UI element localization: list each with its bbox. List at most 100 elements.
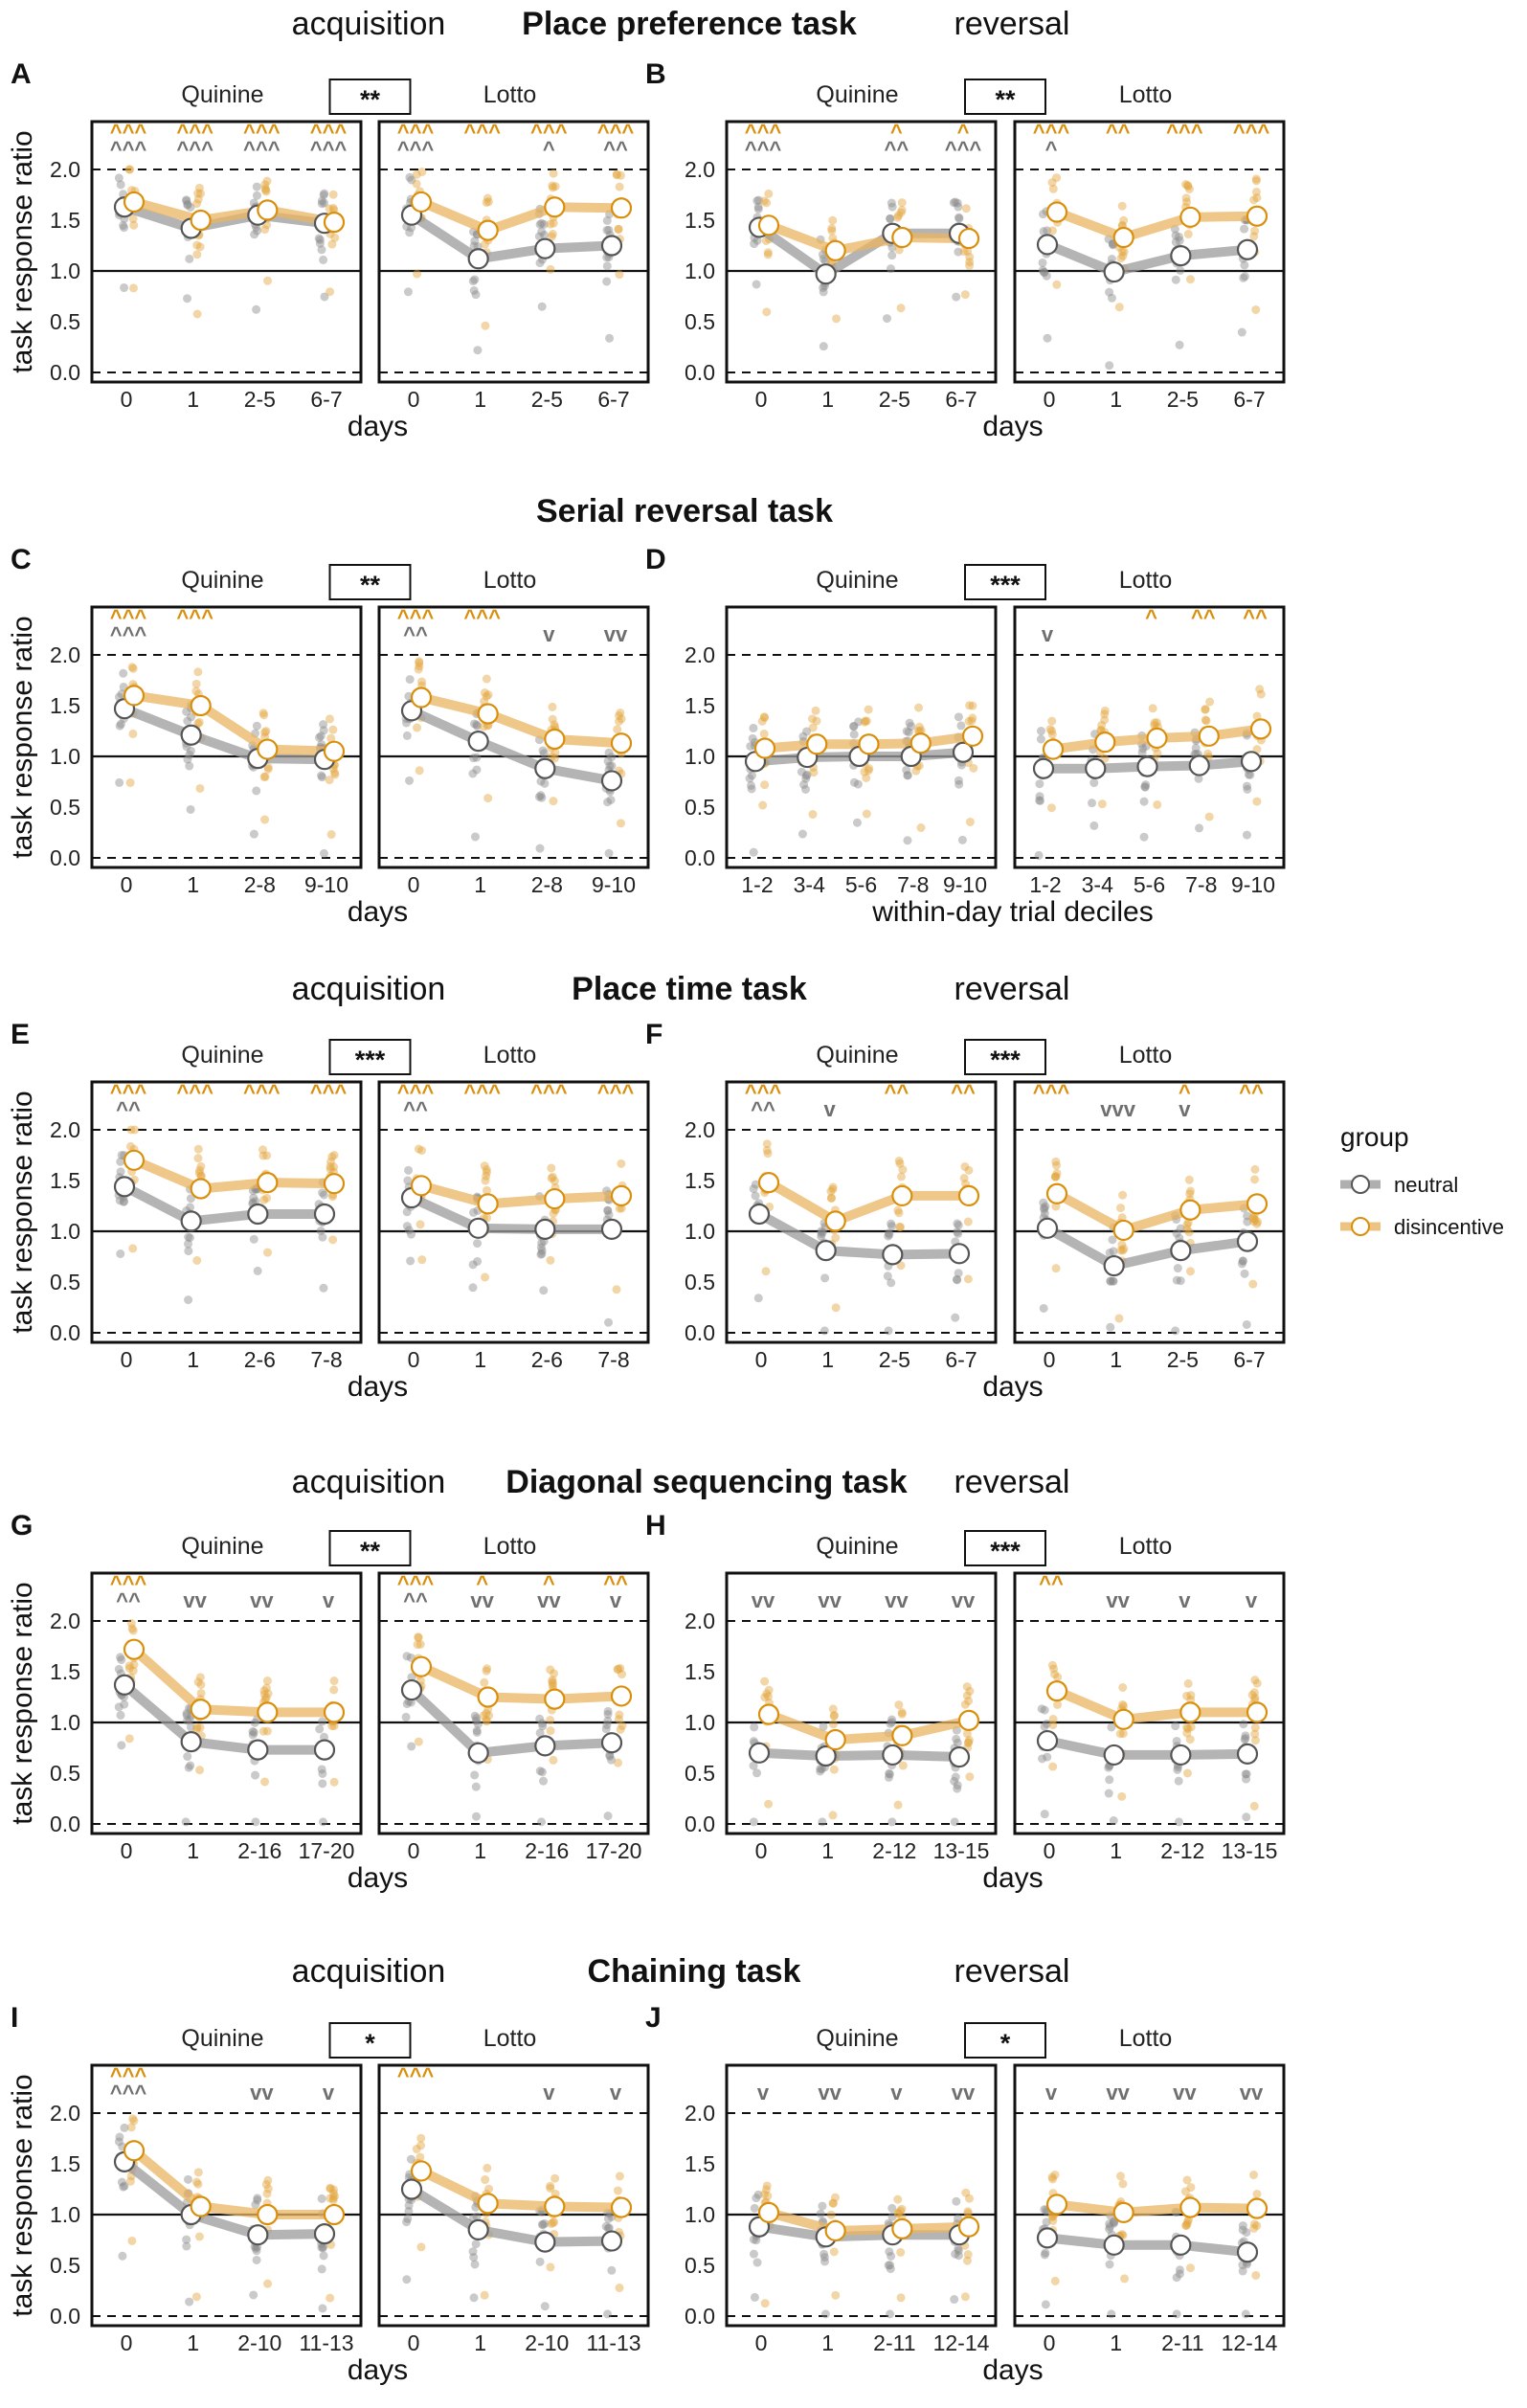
mean-point-neutral	[1032, 757, 1055, 779]
subject-point-neutral	[535, 1767, 545, 1776]
significance-marker-neutral: vv	[183, 1588, 207, 1612]
subject-point-disincentive	[414, 1737, 423, 1746]
mean-point-neutral	[952, 741, 975, 763]
subject-point-neutral	[750, 2292, 759, 2302]
significance-marker-disincentive: ^^^	[110, 605, 147, 629]
subject-point-disincentive	[965, 817, 975, 826]
phase-title: acquisition	[292, 1953, 446, 1990]
subject-point-disincentive	[549, 1208, 558, 1218]
subject-point-neutral	[1191, 743, 1201, 753]
subject-point-disincentive	[326, 733, 336, 743]
significance-box	[328, 1530, 412, 1566]
subject-point-disincentive	[417, 168, 427, 177]
subject-point-disincentive	[964, 1165, 974, 1175]
y-tick-label: 0.5	[685, 795, 715, 820]
subject-point-neutral	[604, 2223, 614, 2233]
x-tick-label: 2-10	[237, 2330, 281, 2355]
series-line-disincentive	[764, 1178, 974, 1227]
mean-point-neutral	[948, 1745, 971, 1768]
y-tick-label: 0.0	[50, 2304, 80, 2329]
subject-point-neutral	[536, 1243, 546, 1252]
significance-marker-neutral: vv	[952, 2081, 976, 2104]
subject-point-neutral	[183, 1752, 192, 1762]
x-tick-label: 9-10	[943, 872, 987, 897]
subject-point-neutral	[537, 1246, 547, 1255]
subject-point-neutral	[1241, 1733, 1250, 1743]
subject-point-neutral	[849, 722, 859, 731]
subject-point-disincentive	[415, 658, 424, 667]
subject-point-disincentive	[416, 2133, 426, 2143]
subject-point-disincentive	[1047, 1660, 1057, 1670]
x-tick-label: 0	[408, 1838, 420, 1863]
series-line-neutral	[407, 706, 617, 786]
mean-point-neutral	[467, 1742, 489, 1764]
subject-point-disincentive	[196, 1688, 206, 1698]
subject-point-neutral	[469, 719, 479, 729]
x-tick-label: 11-13	[299, 2330, 353, 2355]
subject-point-neutral	[1172, 2273, 1181, 2283]
series-line-neutral	[407, 1685, 617, 1758]
subject-point-disincentive	[1182, 197, 1192, 207]
subject-point-disincentive	[762, 2181, 772, 2191]
subject-point-neutral	[402, 1207, 412, 1217]
significance-marker-neutral: v	[890, 2081, 903, 2104]
subject-point-disincentive	[1248, 1279, 1258, 1289]
phase-title: acquisition	[292, 1464, 446, 1500]
subject-point-disincentive	[480, 239, 489, 249]
subject-point-disincentive	[196, 189, 206, 198]
facet-quinine: 0 1 2-5 6-7^^^ ^^ ^^^^ v	[725, 1080, 998, 1372]
subject-point-disincentive	[1201, 716, 1211, 726]
subject-point-neutral	[469, 2293, 479, 2303]
subject-point-disincentive	[1118, 1701, 1128, 1711]
subject-point-disincentive	[481, 1176, 490, 1185]
subject-point-neutral	[606, 795, 616, 804]
subject-point-disincentive	[546, 1715, 555, 1724]
mean-point-disincentive	[1112, 1219, 1134, 1242]
subject-point-neutral	[884, 1326, 893, 1336]
subject-point-disincentive	[195, 1766, 205, 1775]
subject-point-neutral	[603, 1710, 613, 1720]
subject-point-disincentive	[483, 1664, 492, 1674]
subject-point-disincentive	[329, 1677, 339, 1686]
subject-point-neutral	[604, 225, 614, 235]
mean-point-disincentive	[1112, 2201, 1134, 2223]
mean-point-disincentive	[957, 1709, 980, 1731]
subject-point-disincentive	[546, 264, 555, 274]
subject-point-disincentive	[1183, 1678, 1193, 1688]
x-axis-title: days	[348, 896, 408, 928]
subject-point-disincentive	[617, 714, 626, 724]
subject-point-neutral	[1175, 340, 1184, 349]
subject-point-disincentive	[1053, 1673, 1063, 1682]
subject-point-neutral	[1109, 2217, 1118, 2227]
panel-frame	[1013, 605, 1286, 869]
subject-point-neutral	[820, 2253, 829, 2262]
y-tick-label: 2.0	[50, 642, 80, 667]
subject-point-neutral	[752, 196, 762, 206]
mean-point-disincentive	[1042, 738, 1065, 760]
subject-point-disincentive	[1182, 1722, 1192, 1732]
mean-point-disincentive	[477, 703, 499, 725]
mean-point-disincentive	[544, 728, 566, 751]
mean-point-neutral	[313, 1739, 336, 1761]
subject-point-disincentive	[260, 1777, 270, 1787]
x-tick-label: 1	[821, 387, 834, 412]
subject-point-disincentive	[895, 1159, 905, 1168]
y-axis-title: task response ratio	[7, 1582, 38, 1824]
panel-frame	[725, 605, 998, 869]
subject-point-disincentive	[263, 2184, 273, 2194]
y-tick-label: 1.5	[685, 2151, 715, 2176]
facet-lotto: 0 1 2-6 7-8^^^ ^^^ ^^^ ^^^^^	[377, 1080, 650, 1372]
y-tick-label: 2.0	[685, 642, 715, 667]
subject-point-neutral	[887, 1222, 897, 1231]
subject-point-neutral	[603, 2215, 613, 2224]
subject-point-neutral	[854, 717, 864, 727]
y-axis-title: task response ratio	[7, 616, 38, 858]
subject-point-disincentive	[259, 772, 269, 781]
series-line-disincentive	[416, 1661, 626, 1704]
subject-point-neutral	[1039, 1198, 1048, 1207]
subject-point-disincentive	[896, 1172, 906, 1181]
subject-point-disincentive	[548, 1677, 557, 1687]
x-tick-label: 2-5	[244, 387, 276, 412]
